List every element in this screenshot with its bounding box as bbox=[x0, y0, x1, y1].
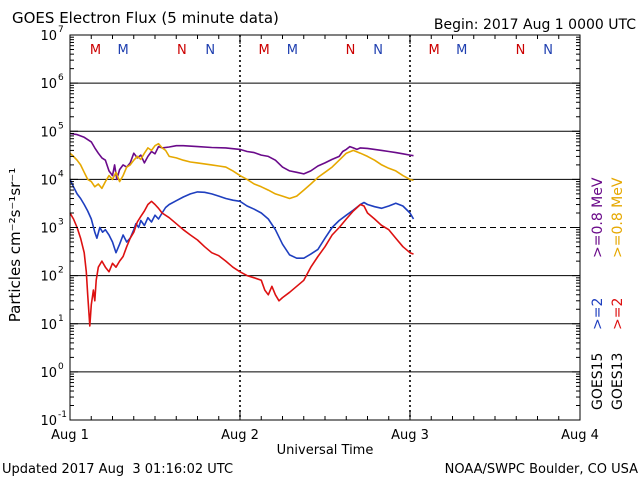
y-tick-exponent: 3 bbox=[58, 218, 64, 228]
series-line bbox=[69, 179, 415, 259]
y-tick-label: 10 bbox=[40, 318, 57, 333]
local-time-marker: N bbox=[177, 43, 187, 58]
series-line bbox=[69, 200, 414, 327]
y-tick-label: 10 bbox=[40, 173, 57, 188]
local-time-marker: M bbox=[428, 43, 439, 58]
y-tick-label: 10 bbox=[40, 270, 57, 285]
series-line bbox=[69, 142, 414, 200]
grid-layer bbox=[70, 35, 580, 420]
begin-label: Begin: 2017 Aug 1 0000 UTC bbox=[434, 17, 636, 33]
y-tick-exponent: 6 bbox=[58, 73, 64, 83]
legend-satellite: GOES13 bbox=[610, 353, 626, 410]
legend-satellite: GOES15 bbox=[590, 353, 606, 410]
x-tick-label: Aug 2 bbox=[221, 428, 259, 443]
x-tick-label: Aug 1 bbox=[51, 428, 89, 443]
x-tick-label: Aug 4 bbox=[561, 428, 599, 443]
series-line bbox=[69, 132, 414, 181]
local-time-marker: M bbox=[258, 43, 269, 58]
y-tick-label: 10 bbox=[40, 125, 57, 140]
legend-energy-high: >=0.8 MeV bbox=[590, 177, 606, 258]
y-tick-label: 10 bbox=[40, 77, 57, 92]
y-tick-exponent: 5 bbox=[58, 121, 64, 131]
y-tick-exponent: 7 bbox=[58, 25, 64, 35]
y-tick-exponent: 4 bbox=[58, 169, 64, 179]
chart-title: GOES Electron Flux (5 minute data) bbox=[12, 9, 279, 27]
updated-timestamp: Updated 2017 Aug 3 01:16:02 UTC bbox=[2, 462, 233, 477]
y-tick-exponent: 2 bbox=[58, 266, 64, 276]
local-time-marker: M bbox=[287, 43, 298, 58]
local-time-marker: N bbox=[543, 43, 553, 58]
y-tick-exponent: 0 bbox=[58, 362, 64, 372]
legend-group: GOES15 >=2 >=0.8 MeV bbox=[590, 177, 606, 410]
y-tick-label: 10 bbox=[40, 222, 57, 237]
legend-energy-low: >=2 bbox=[590, 298, 606, 330]
series-layer bbox=[69, 132, 415, 327]
y-tick-label: 10 bbox=[40, 29, 57, 44]
x-axis-label: Universal Time bbox=[277, 443, 374, 458]
local-time-marker: M bbox=[118, 43, 129, 58]
local-time-marker: M bbox=[90, 43, 101, 58]
local-time-marker: N bbox=[346, 43, 356, 58]
y-axis-label: Particles cm⁻²s⁻¹sr⁻¹ bbox=[6, 168, 24, 322]
legend-group: GOES13 >=2 >=0.8 MeV bbox=[610, 177, 626, 410]
source-credit: NOAA/SWPC Boulder, CO USA bbox=[445, 462, 638, 477]
y-tick-exponent: 1 bbox=[58, 314, 64, 324]
legend: GOES15 >=2 >=0.8 MeV GOES13 >=2 >=0.8 MeV bbox=[590, 177, 626, 410]
y-tick-label: 10 bbox=[40, 414, 57, 429]
local-time-marker: N bbox=[516, 43, 526, 58]
legend-energy-low: >=2 bbox=[610, 298, 626, 330]
local-time-marker: N bbox=[373, 43, 383, 58]
y-tick-label: 10 bbox=[40, 366, 57, 381]
legend-energy-high: >=0.8 MeV bbox=[610, 177, 626, 258]
local-time-marker: M bbox=[456, 43, 467, 58]
local-time-marker: N bbox=[205, 43, 215, 58]
y-tick-exponent: -1 bbox=[58, 410, 67, 420]
x-tick-label: Aug 3 bbox=[391, 428, 429, 443]
